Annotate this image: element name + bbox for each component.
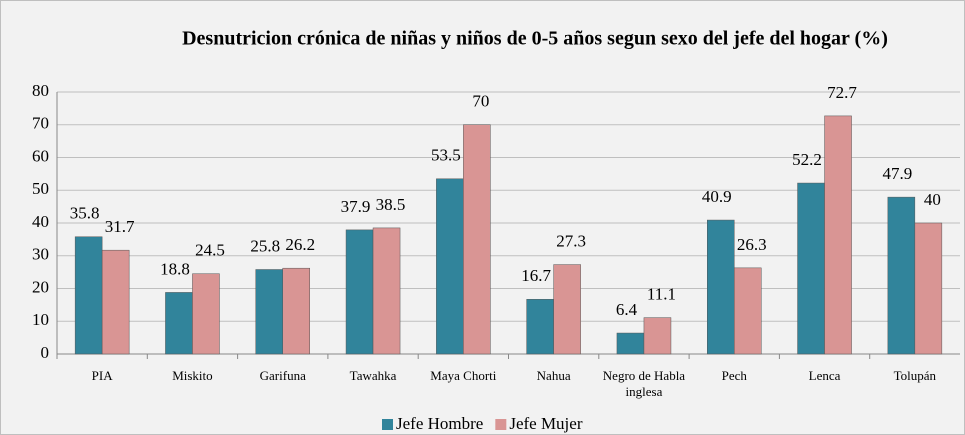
bar [74,236,103,355]
data-label: 40 [924,190,941,209]
bar [282,267,310,355]
x-tick-label: PIA [91,368,113,383]
x-tick-label: Pech [721,368,747,383]
y-tick-label: 0 [41,343,50,362]
data-label: 52.2 [792,150,822,169]
data-label: 16.7 [521,266,551,285]
chart-title: Desnutricion crónica de niñas y niños de… [182,28,888,50]
x-tick-label: Negro de Habla inglesa [602,368,686,399]
y-tick-label: 10 [32,310,49,329]
x-tick-label: Lenca [808,368,841,383]
data-label: 25.8 [250,236,280,255]
bar [824,115,852,355]
y-tick-label: 70 [32,114,49,133]
x-tick-label: Nahua [536,368,571,383]
data-label: 53.5 [431,146,461,165]
bar [616,332,645,355]
data-label: 70 [472,92,489,111]
bar [101,249,130,355]
data-label: 37.9 [341,197,371,216]
bar [463,124,491,355]
bar [192,273,220,355]
data-label: 31.7 [105,217,135,236]
bar [914,222,943,355]
data-label: 35.8 [70,204,100,223]
bar [707,219,735,355]
bar [553,264,581,355]
legend-swatch [495,419,507,430]
bar [436,178,464,355]
x-tick-label: Maya Chorti [430,368,497,383]
bar [345,229,374,355]
bar [526,299,554,355]
bar [887,196,916,355]
data-label: 6.4 [616,300,638,319]
legend-label: Jefe Mujer [509,414,583,433]
bar [255,269,283,355]
data-label: 24.5 [195,241,225,260]
bar [643,317,672,355]
y-tick-label: 20 [32,277,49,296]
bar [734,267,762,355]
data-label: 38.5 [376,195,406,214]
legend-swatch [382,419,393,430]
data-label: 27.3 [556,231,586,250]
data-label: 26.2 [285,235,315,254]
data-label: 26.3 [737,235,767,254]
x-tick-label: Tawahka [349,368,397,383]
bar [165,292,193,355]
data-label: 18.8 [160,259,190,278]
y-tick-label: 60 [32,146,49,165]
x-tick-label: Tolupán [893,368,937,383]
bar [372,227,401,355]
legend-label: Jefe Hombre [396,414,483,433]
data-label: 47.9 [882,164,912,183]
x-tick-label: Garifuna [259,368,306,383]
data-label: 40.9 [702,187,732,206]
y-tick-label: 50 [32,179,49,198]
bar [797,182,825,355]
data-label: 72.7 [827,83,857,102]
y-tick-label: 40 [32,212,49,231]
data-label: 11.1 [647,285,676,304]
y-tick-label: 30 [32,245,49,264]
x-tick-label: Miskito [172,368,213,383]
y-tick-label: 80 [32,81,49,100]
